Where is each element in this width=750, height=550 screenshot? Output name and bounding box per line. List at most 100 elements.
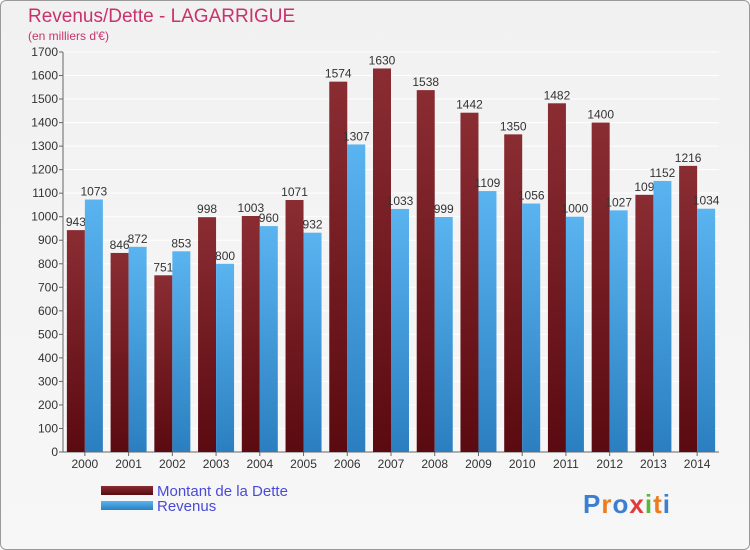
data-label-dette: 943 xyxy=(66,215,86,229)
y-tick-label: 0 xyxy=(51,445,58,459)
data-label-dette: 1482 xyxy=(544,88,571,102)
legend-swatch-revenus xyxy=(101,501,153,510)
y-tick-label: 700 xyxy=(38,280,58,294)
logo-letter: x xyxy=(629,489,645,519)
x-tick-label: 2002 xyxy=(159,457,186,471)
y-tick-label: 1500 xyxy=(31,92,58,106)
data-label-dette: 1071 xyxy=(281,185,308,199)
x-tick-label: 2004 xyxy=(246,457,273,471)
bar-dette xyxy=(547,103,566,452)
data-label-revenus: 960 xyxy=(259,211,279,225)
x-tick-label: 2011 xyxy=(553,457,579,471)
bar-dette xyxy=(110,252,129,452)
data-label-revenus: 1034 xyxy=(693,194,720,208)
x-tick-label: 2005 xyxy=(290,457,317,471)
data-label-dette: 1630 xyxy=(369,53,396,67)
bar-dette xyxy=(679,165,698,452)
bar-revenus xyxy=(697,208,716,452)
bar-revenus xyxy=(434,216,453,452)
x-tick-label: 2012 xyxy=(596,457,623,471)
legend-swatch-dette xyxy=(101,486,153,495)
x-tick-label: 2010 xyxy=(509,457,536,471)
data-label-revenus: 872 xyxy=(128,232,148,246)
logo-letter: P xyxy=(583,489,602,519)
data-label-revenus: 932 xyxy=(303,218,323,232)
data-label-dette: 109 xyxy=(634,180,654,194)
data-label-dette: 998 xyxy=(197,202,217,216)
logo-letter: i xyxy=(662,489,671,519)
bar-dette xyxy=(460,112,479,453)
y-tick-label: 1400 xyxy=(31,116,58,130)
y-tick-label: 1100 xyxy=(32,186,58,200)
x-tick-label: 2001 xyxy=(115,457,142,471)
bar-dette xyxy=(241,216,260,452)
data-label-revenus: 1307 xyxy=(343,129,370,143)
y-tick-label: 500 xyxy=(38,327,58,341)
x-tick-label: 2000 xyxy=(72,457,99,471)
bar-revenus xyxy=(565,216,584,452)
legend-label-revenus: Revenus xyxy=(157,498,217,515)
data-label-dette: 751 xyxy=(153,260,173,274)
bar-dette xyxy=(154,275,173,452)
y-tick-label: 1000 xyxy=(31,210,58,224)
y-tick-label: 1700 xyxy=(31,45,58,59)
y-tick-label: 100 xyxy=(38,421,58,435)
y-tick-label: 400 xyxy=(38,351,58,365)
bar-revenus xyxy=(391,208,409,452)
bar-revenus xyxy=(128,246,147,452)
data-label-revenus: 1000 xyxy=(562,202,589,216)
data-label-revenus: 1056 xyxy=(518,189,545,203)
bar-revenus xyxy=(522,203,541,452)
bar-dette xyxy=(591,122,610,453)
bar-revenus xyxy=(84,199,103,452)
bar-dette xyxy=(285,200,304,452)
bar-revenus xyxy=(259,226,278,452)
bar-dette xyxy=(504,134,523,452)
data-label-revenus: 1027 xyxy=(605,195,632,209)
data-label-dette: 1442 xyxy=(456,98,483,112)
data-label-dette: 846 xyxy=(110,238,130,252)
data-label-dette: 1400 xyxy=(587,108,614,122)
logo-letter: i xyxy=(644,489,654,519)
data-label-revenus: 999 xyxy=(434,202,454,216)
logo-letter: r xyxy=(601,489,613,519)
data-label-revenus: 1033 xyxy=(387,194,414,208)
proxiti-logo: Proxiti xyxy=(583,489,671,520)
y-tick-label: 1300 xyxy=(31,139,58,153)
bar-revenus xyxy=(609,210,628,452)
data-label-revenus: 1152 xyxy=(649,166,675,180)
data-label-revenus: 1109 xyxy=(475,176,501,190)
x-tick-label: 2014 xyxy=(684,457,711,471)
x-tick-label: 2008 xyxy=(421,457,448,471)
y-tick-label: 300 xyxy=(38,374,58,388)
y-tick-label: 800 xyxy=(38,257,58,271)
bar-revenus xyxy=(216,263,235,452)
data-label-dette: 1216 xyxy=(675,151,702,165)
bar-revenus xyxy=(172,251,191,452)
data-label-revenus: 800 xyxy=(215,249,235,263)
y-tick-label: 200 xyxy=(38,398,58,412)
x-tick-label: 2003 xyxy=(203,457,230,471)
bar-dette xyxy=(416,90,435,452)
legend-label-dette: Montant de la Dette xyxy=(157,483,288,500)
x-tick-label: 2009 xyxy=(465,457,492,471)
y-tick-label: 600 xyxy=(38,304,58,318)
y-tick-label: 1200 xyxy=(31,163,58,177)
bar-revenus xyxy=(347,144,366,452)
bar-revenus xyxy=(653,180,672,453)
x-tick-label: 2013 xyxy=(640,457,667,471)
x-tick-label: 2007 xyxy=(378,457,405,471)
bar-dette xyxy=(635,194,654,452)
bar-revenus xyxy=(303,232,322,452)
data-label-dette: 1350 xyxy=(500,119,527,133)
bar-dette xyxy=(373,68,391,453)
x-tick-label: 2006 xyxy=(334,457,361,471)
data-label-dette: 1538 xyxy=(412,75,439,89)
bar-dette xyxy=(198,217,217,452)
data-label-dette: 1574 xyxy=(325,67,352,81)
bar-dette xyxy=(329,81,348,452)
data-label-revenus: 1073 xyxy=(81,185,108,199)
y-tick-label: 1600 xyxy=(31,69,58,83)
